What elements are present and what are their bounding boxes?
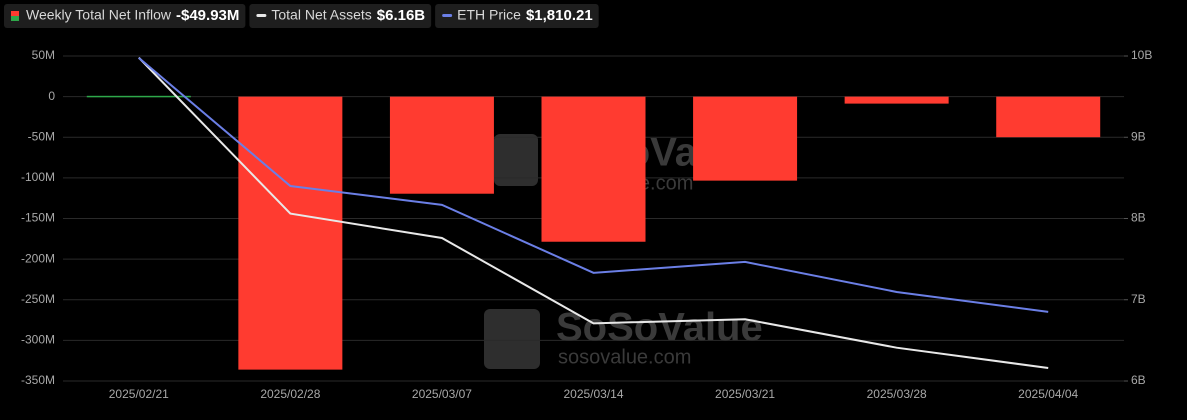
y2-tick-label: 8B: [1131, 211, 1146, 225]
bar: [238, 96, 343, 370]
legend-value: -$49.93M: [176, 7, 239, 24]
x-tick-label: 2025/03/07: [412, 387, 472, 401]
legend-label: ETH Price: [457, 7, 521, 23]
plot: 50M 0 -50M -100M -150M -200M -250M -300M -350M 10…: [21, 48, 1152, 401]
legend-box: [435, 4, 599, 28]
legend-label: Weekly Total Net Inflow: [26, 7, 172, 23]
watermark-logo: [484, 309, 540, 369]
legend-value: $6.16B: [377, 7, 426, 24]
legend-box: [4, 4, 246, 28]
legend-box: [249, 4, 432, 28]
legend-swatch: [442, 14, 453, 17]
y-tick-label: 50M: [32, 48, 55, 62]
line: [138, 56, 1049, 369]
y-tick-label: -300M: [21, 333, 55, 347]
y2-tick-label: 10B: [1131, 48, 1152, 62]
x-tick-label: 2025/02/21: [109, 387, 169, 401]
legend-value: $1,810.21: [526, 7, 593, 24]
y2-tick-label: 9B: [1131, 129, 1146, 143]
watermark-url: sosovalue.com: [558, 346, 691, 368]
bar: [996, 96, 1101, 138]
legend-item: Total Net Assets $6.16B: [249, 4, 432, 28]
legend-swatch: [256, 14, 267, 17]
bar: [389, 96, 494, 194]
bar: [86, 95, 191, 98]
y-tick-label: -50M: [28, 129, 55, 143]
watermark-logo: [494, 134, 538, 186]
x-tick-label: 2025/04/04: [1018, 387, 1078, 401]
watermark-text: SoSoValue: [556, 306, 763, 350]
y-tick-label: -200M: [21, 251, 55, 265]
legend-item: ETH Price $1,810.21: [435, 4, 599, 28]
legend: Weekly Total Net Inflow -$49.93M Total Net…: [4, 4, 599, 28]
x-tick-label: 2025/03/14: [563, 387, 623, 401]
x-tick-label: 2025/03/21: [715, 387, 775, 401]
legend-swatch: [11, 11, 19, 16]
x-tick-label: 2025/02/28: [260, 387, 320, 401]
y-tick-label: -100M: [21, 170, 55, 184]
y-tick-label: -150M: [21, 211, 55, 225]
legend-swatch: [11, 16, 19, 21]
legend-item: Weekly Total Net Inflow -$49.93M: [4, 4, 246, 28]
y2-tick-label: 6B: [1131, 373, 1146, 387]
y-tick-label: -250M: [21, 292, 55, 306]
bar: [693, 96, 798, 181]
bar: [844, 96, 949, 104]
y2-tick-label: 7B: [1131, 292, 1146, 306]
y-tick-label: -350M: [21, 373, 55, 387]
legend-label: Total Net Assets: [271, 7, 371, 23]
x-tick-label: 2025/03/28: [867, 387, 927, 401]
bar: [541, 96, 646, 242]
line: [138, 57, 1049, 313]
y-tick-label: 0: [48, 89, 55, 103]
